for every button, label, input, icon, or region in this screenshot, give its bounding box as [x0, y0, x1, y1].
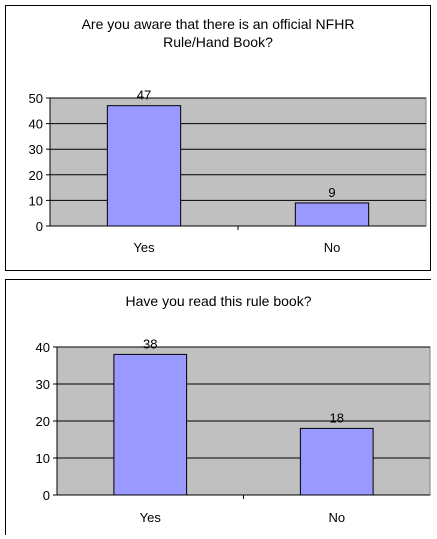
category-label: Yes [133, 240, 155, 255]
bar [294, 202, 370, 227]
y-tick-label: 10 [36, 451, 50, 466]
y-tick-label: 40 [36, 340, 50, 355]
chart-title: Have you read this rule book? [125, 293, 312, 309]
bar [106, 105, 182, 227]
y-tick-label: 0 [36, 219, 43, 234]
bar [299, 427, 374, 496]
y-tick-label: 50 [29, 91, 43, 106]
y-tick-label: 0 [43, 488, 50, 503]
chart-read-rulebook-svg: 0 10 20 30 40 38 Yes 18 No [36, 336, 431, 525]
chart-awareness: Are you aware that there is an official … [5, 5, 431, 271]
category-label: No [328, 510, 345, 525]
y-tick-label: 10 [29, 193, 43, 208]
category-label: No [324, 240, 341, 255]
chart-title: Are you aware that there is an official … [81, 16, 355, 50]
bar [113, 353, 188, 496]
y-tick-label: 40 [29, 117, 43, 132]
data-label: 38 [143, 336, 157, 351]
chart-awareness-svg: 0 10 20 30 40 50 47 Yes 9 No [29, 88, 427, 255]
y-tick-label: 30 [36, 377, 50, 392]
chart-read-rulebook: Have you read this rule book? 0 10 20 30 40 3… [5, 279, 431, 535]
y-tick-label: 30 [29, 142, 43, 157]
category-label: Yes [140, 510, 162, 525]
data-label: 47 [137, 88, 151, 103]
plot-area [49, 97, 427, 227]
data-label: 9 [328, 185, 335, 200]
data-label: 18 [330, 410, 344, 425]
y-tick-label: 20 [36, 414, 50, 429]
y-tick-label: 20 [29, 168, 43, 183]
